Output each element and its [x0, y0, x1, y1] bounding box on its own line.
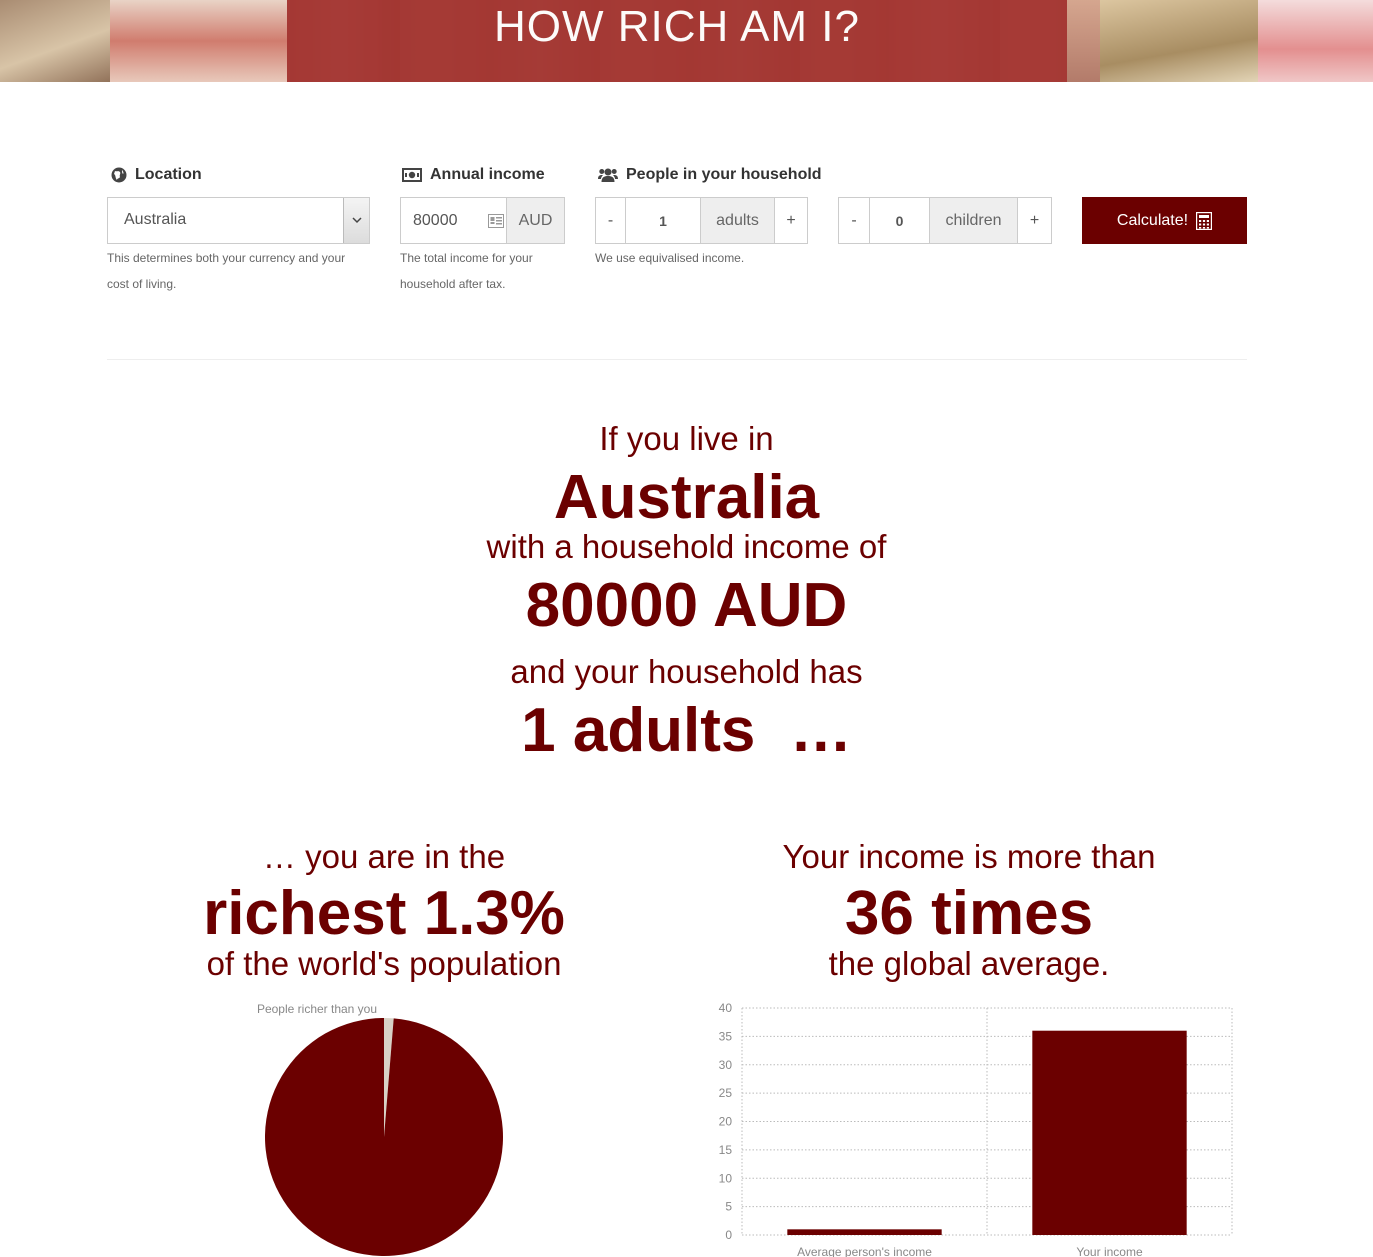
- children-input[interactable]: 0: [869, 197, 930, 244]
- percentile-headline: richest 1.3%: [203, 879, 565, 948]
- location-label: Location: [111, 166, 202, 184]
- x-tick-label: Average person's income: [797, 1245, 932, 1257]
- result-income: 80000 AUD: [525, 571, 848, 640]
- globe-icon: [111, 167, 127, 183]
- y-tick-label: 0: [725, 1228, 732, 1242]
- adults-increment-button[interactable]: +: [774, 197, 808, 244]
- children-addon: children: [929, 197, 1018, 244]
- pie-chart: People richer than you: [257, 1002, 503, 1256]
- income-help: The total income for your household afte…: [400, 251, 533, 291]
- currency-addon: AUD: [506, 197, 565, 244]
- pie-slice: [265, 1018, 503, 1256]
- adults-decrement-button[interactable]: -: [595, 197, 626, 244]
- children-decrement-button[interactable]: -: [838, 197, 870, 244]
- contact-card-icon: [488, 214, 504, 228]
- y-tick-label: 5: [725, 1200, 732, 1214]
- multiple-headline: 36 times: [844, 879, 1094, 948]
- banknote-image: [110, 0, 290, 82]
- multiple-outro-text: the global average.: [828, 945, 1110, 982]
- adults-addon: adults: [700, 197, 775, 244]
- y-tick-label: 30: [719, 1058, 733, 1072]
- income-input[interactable]: 80000: [400, 197, 507, 244]
- banner-title-box: HOW RICH AM I?: [287, 0, 1067, 82]
- pie-label: People richer than you: [257, 1002, 377, 1016]
- banknote-image: [0, 0, 120, 82]
- household-label: People in your household: [598, 166, 822, 184]
- page-title: HOW RICH AM I?: [493, 2, 861, 51]
- x-tick-label: Your income: [1076, 1245, 1143, 1257]
- banknote-image: [1100, 0, 1260, 82]
- income-label: Annual income: [402, 166, 545, 184]
- percentile-outro-text: of the world's population: [206, 945, 562, 982]
- calculate-button[interactable]: Calculate!: [1082, 197, 1247, 244]
- y-tick-label: 25: [719, 1086, 733, 1100]
- result-household-text: and your household has: [510, 653, 863, 690]
- money-icon: [402, 168, 422, 182]
- y-tick-label: 10: [719, 1171, 733, 1185]
- result-people: 1 adults …: [521, 696, 852, 765]
- percentile-intro-text: … you are in the: [262, 838, 506, 875]
- header-banner: HOW RICH AM I?: [0, 0, 1373, 82]
- location-help: This determines both your currency and y…: [107, 251, 346, 291]
- location-select[interactable]: Australia: [107, 197, 370, 244]
- result-country: Australia: [553, 463, 820, 532]
- y-tick-label: 15: [719, 1143, 733, 1157]
- bar-chart: 0 5 10 15 20 25 30 35 40 Average person's income Y…: [719, 1001, 1233, 1257]
- pie-slice: [384, 1018, 394, 1137]
- household-help: We use equivalised income.: [595, 251, 745, 265]
- chevron-down-icon[interactable]: [343, 198, 369, 243]
- multiple-intro-text: Your income is more than: [782, 838, 1156, 875]
- bar: [1032, 1030, 1187, 1235]
- users-icon: [598, 168, 618, 182]
- bar: [787, 1229, 942, 1235]
- y-tick-label: 20: [719, 1115, 733, 1129]
- result-intro-text: If you live in: [599, 420, 774, 457]
- children-increment-button[interactable]: +: [1017, 197, 1052, 244]
- adults-input[interactable]: 1: [625, 197, 701, 244]
- y-tick-label: 35: [719, 1029, 733, 1043]
- y-tick-label: 40: [719, 1001, 733, 1015]
- result-income-text: with a household income of: [486, 528, 887, 565]
- divider: [107, 359, 1247, 360]
- banknote-image: [1258, 0, 1373, 82]
- calculator-icon: [1196, 211, 1213, 230]
- location-select-value: Australia: [124, 211, 187, 228]
